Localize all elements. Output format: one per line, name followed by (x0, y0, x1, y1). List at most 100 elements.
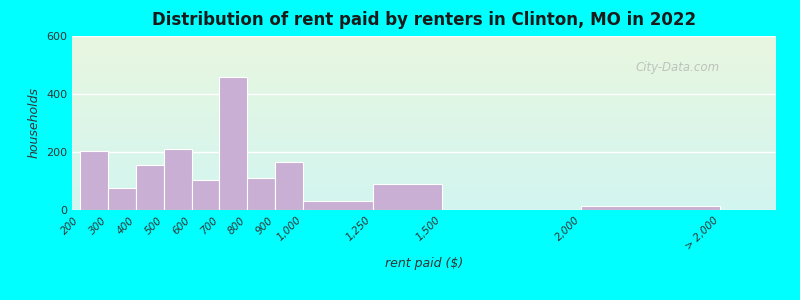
Bar (72, 123, 776, 125)
Bar (72, 165, 776, 167)
Bar (219, 76, 247, 210)
Bar (72, 73, 776, 74)
Bar (72, 60, 776, 62)
Bar (72, 135, 776, 137)
Bar (72, 189, 776, 191)
Bar (72, 182, 776, 184)
Bar (72, 86, 776, 88)
Bar (72, 170, 776, 172)
Bar (72, 85, 776, 86)
Bar (72, 194, 776, 196)
Bar (72, 200, 776, 201)
Bar (72, 69, 776, 71)
Bar (72, 76, 776, 78)
X-axis label: rent paid ($): rent paid ($) (385, 257, 463, 270)
Bar (72, 144, 776, 146)
Bar (72, 147, 776, 149)
Bar (192, 179, 219, 210)
Bar (72, 175, 776, 177)
Bar (303, 201, 373, 210)
Bar (72, 64, 776, 66)
Bar (72, 134, 776, 135)
Bar (72, 92, 776, 93)
Bar (72, 191, 776, 193)
Bar (72, 99, 776, 100)
Bar (72, 52, 776, 53)
Bar (72, 186, 776, 188)
Bar (72, 90, 776, 92)
Bar (72, 74, 776, 76)
Bar (72, 36, 776, 38)
Bar (72, 88, 776, 90)
Bar (72, 109, 776, 111)
Bar (72, 95, 776, 97)
Bar (72, 137, 776, 139)
Bar (72, 53, 776, 55)
Bar (72, 41, 776, 43)
Bar (72, 114, 776, 116)
Bar (72, 208, 776, 210)
Bar (72, 119, 776, 121)
Bar (72, 38, 776, 40)
Bar (72, 139, 776, 140)
Bar (72, 163, 776, 165)
Bar (72, 158, 776, 160)
Text: City-Data.com: City-Data.com (635, 61, 719, 74)
Bar (72, 180, 776, 182)
Bar (72, 107, 776, 109)
Bar (72, 132, 776, 134)
Bar (72, 179, 776, 180)
Bar (72, 140, 776, 142)
Bar (247, 178, 275, 210)
Bar (72, 112, 776, 114)
Bar (72, 102, 776, 104)
Bar (72, 130, 776, 132)
Bar (72, 146, 776, 147)
Bar (72, 45, 776, 46)
Bar (72, 151, 776, 153)
Bar (164, 149, 192, 210)
Bar (72, 160, 776, 161)
Bar (72, 149, 776, 151)
Bar (72, 203, 776, 205)
Bar (72, 173, 776, 175)
Bar (72, 80, 776, 81)
Bar (72, 83, 776, 85)
Bar (72, 198, 776, 200)
Bar (72, 93, 776, 95)
Bar (72, 125, 776, 127)
Bar (72, 58, 776, 60)
Bar (72, 142, 776, 144)
Bar (72, 154, 776, 156)
Bar (72, 40, 776, 41)
Bar (72, 116, 776, 118)
Bar (72, 161, 776, 163)
Bar (72, 57, 776, 58)
Bar (72, 193, 776, 194)
Bar (72, 78, 776, 80)
Bar (72, 43, 776, 45)
Bar (72, 55, 776, 57)
Bar (275, 162, 303, 210)
Bar (72, 106, 776, 107)
Bar (72, 121, 776, 123)
Bar (373, 184, 442, 210)
Bar (72, 156, 776, 158)
Bar (72, 104, 776, 106)
Bar (72, 128, 776, 130)
Bar (72, 111, 776, 112)
Bar (72, 201, 776, 203)
Bar (72, 172, 776, 173)
Bar (72, 48, 776, 50)
Bar (72, 46, 776, 48)
Y-axis label: households: households (27, 88, 41, 158)
Bar (136, 165, 164, 210)
Bar (72, 118, 776, 119)
Bar (582, 206, 720, 210)
Bar (72, 205, 776, 206)
Bar (72, 167, 776, 168)
Bar (72, 50, 776, 52)
Bar (72, 196, 776, 198)
Title: Distribution of rent paid by renters in Clinton, MO in 2022: Distribution of rent paid by renters in … (152, 11, 696, 29)
Bar (72, 81, 776, 83)
